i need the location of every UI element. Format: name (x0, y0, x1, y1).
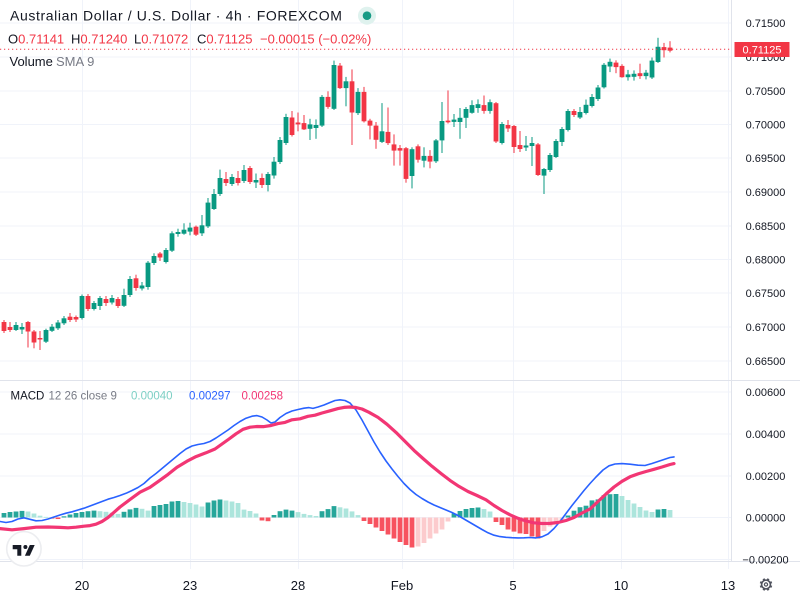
svg-text:0.00297: 0.00297 (189, 391, 231, 403)
svg-text:Feb: Feb (391, 578, 413, 593)
svg-text:0.69000: 0.69000 (746, 187, 786, 199)
svg-text:13: 13 (721, 578, 735, 593)
svg-text:0.70500: 0.70500 (746, 86, 786, 98)
svg-text:12 26 close 9: 12 26 close 9 (49, 391, 117, 403)
svg-text:SMA 9: SMA 9 (56, 54, 94, 69)
svg-text:0.67500: 0.67500 (746, 288, 786, 300)
svg-text:0.67000: 0.67000 (746, 322, 786, 334)
svg-text:0.00600: 0.00600 (746, 387, 786, 399)
svg-text:L0.71072: L0.71072 (134, 32, 188, 47)
svg-text:20: 20 (75, 578, 89, 593)
svg-text:0.00040: 0.00040 (131, 391, 173, 403)
svg-text:Australian Dollar / U.S. Dolla: Australian Dollar / U.S. Dollar · 4h · F… (10, 8, 343, 24)
svg-text:O0.71141: O0.71141 (8, 32, 64, 47)
svg-text:0.71500: 0.71500 (746, 18, 786, 30)
svg-text:0.69500: 0.69500 (746, 153, 786, 165)
svg-text:0.00400: 0.00400 (746, 429, 786, 441)
svg-text:MACD: MACD (11, 391, 45, 403)
svg-text:0.70000: 0.70000 (746, 120, 786, 132)
svg-text:−0.00015 (−0.02%): −0.00015 (−0.02%) (260, 32, 371, 47)
svg-text:28: 28 (291, 578, 305, 593)
svg-text:H0.71240: H0.71240 (71, 32, 127, 47)
svg-text:23: 23 (183, 578, 197, 593)
svg-text:−0.00200: −0.00200 (742, 555, 788, 567)
svg-text:10: 10 (614, 578, 628, 593)
svg-text:0.71125: 0.71125 (743, 45, 782, 57)
svg-text:0.68000: 0.68000 (746, 255, 786, 267)
svg-text:Volume: Volume (10, 54, 53, 69)
svg-text:C0.71125: C0.71125 (197, 32, 252, 47)
svg-text:0.00200: 0.00200 (746, 471, 786, 483)
svg-text:5: 5 (509, 578, 516, 593)
svg-text:0.00000: 0.00000 (746, 513, 786, 525)
svg-text:0.00258: 0.00258 (242, 391, 284, 403)
svg-text:0.66500: 0.66500 (746, 356, 786, 368)
svg-text:0.68500: 0.68500 (746, 221, 786, 233)
